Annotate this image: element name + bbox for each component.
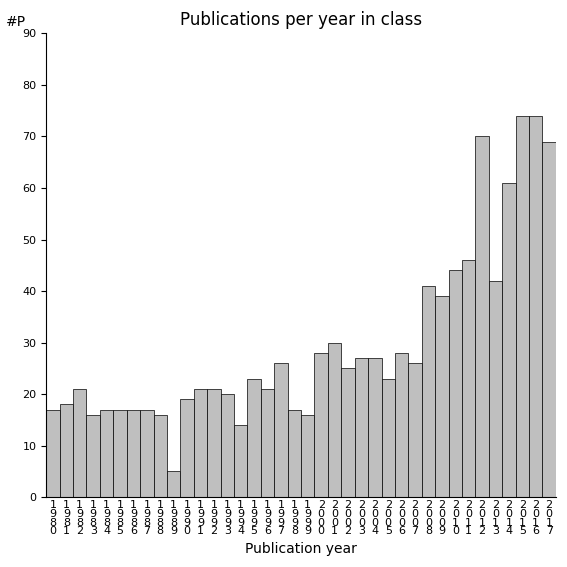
Bar [247,379,261,497]
Bar [73,389,87,497]
Bar [127,409,140,497]
Bar [194,389,207,497]
Bar [140,409,154,497]
Bar [489,281,502,497]
Bar [167,471,180,497]
X-axis label: Publication year: Publication year [245,542,357,556]
Bar [328,342,341,497]
Bar [475,137,489,497]
Bar [301,414,315,497]
Bar [180,399,194,497]
Bar [395,353,408,497]
Bar [529,116,543,497]
Text: #P: #P [6,15,26,29]
Bar [154,414,167,497]
Bar [221,394,234,497]
Bar [60,404,73,497]
Bar [408,363,422,497]
Bar [462,260,475,497]
Bar [207,389,221,497]
Bar [368,358,382,497]
Bar [543,142,556,497]
Bar [515,116,529,497]
Bar [113,409,127,497]
Bar [261,389,274,497]
Bar [46,409,60,497]
Bar [234,425,247,497]
Bar [274,363,287,497]
Bar [422,286,435,497]
Bar [87,414,100,497]
Bar [382,379,395,497]
Bar [502,183,515,497]
Bar [341,369,355,497]
Bar [355,358,368,497]
Title: Publications per year in class: Publications per year in class [180,11,422,29]
Bar [315,353,328,497]
Bar [287,409,301,497]
Bar [435,296,448,497]
Bar [100,409,113,497]
Bar [448,270,462,497]
